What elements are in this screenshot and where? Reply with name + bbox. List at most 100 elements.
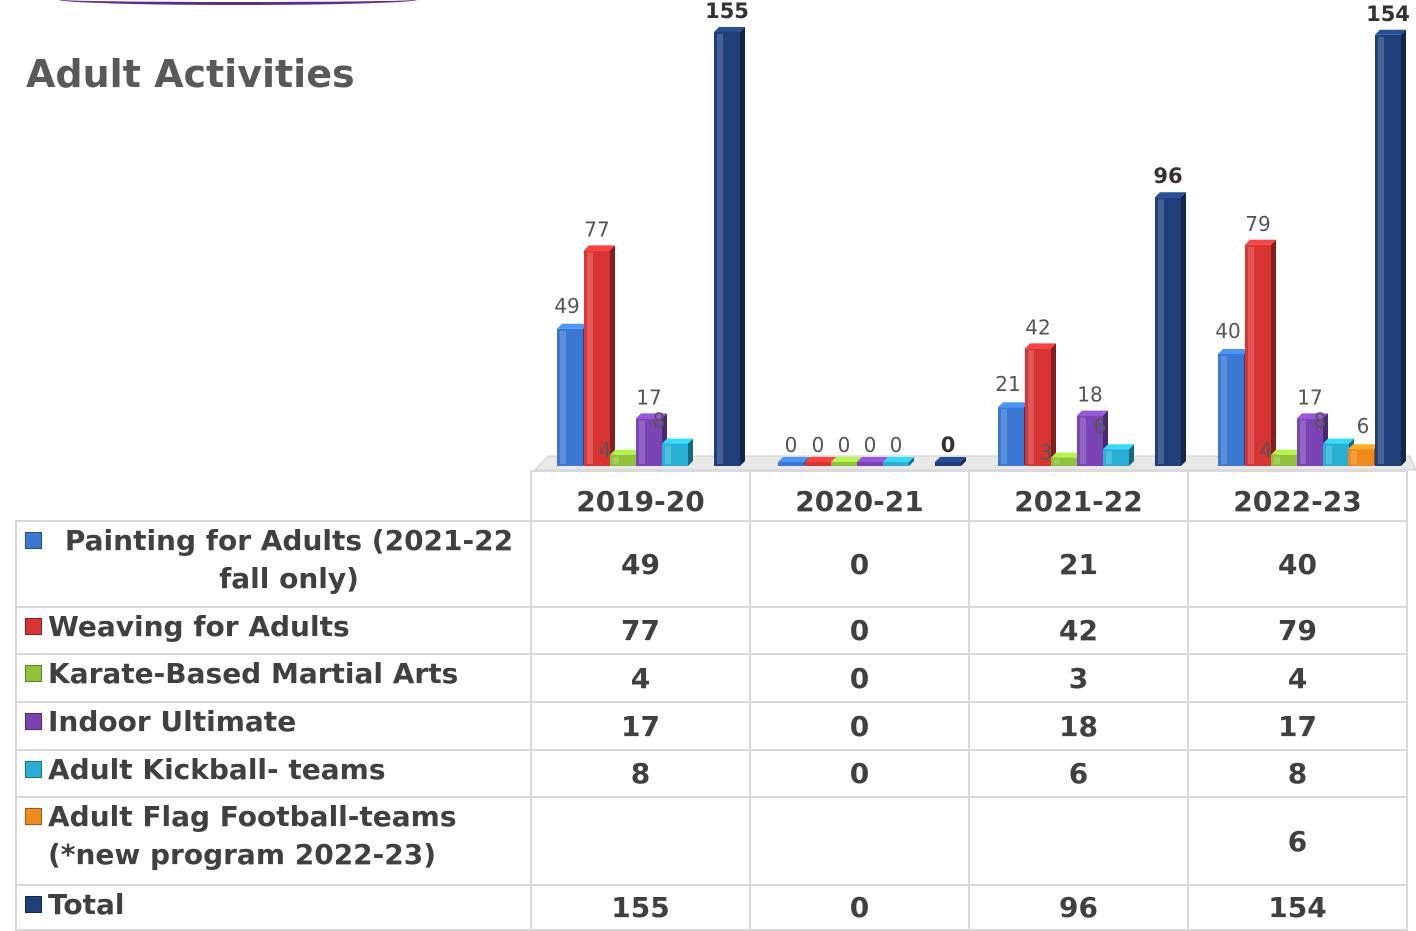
legend-swatch: [25, 665, 42, 682]
bar-indoor-2021-22: [1077, 410, 1108, 466]
bar-adult-2020-21: [883, 457, 914, 466]
legend-entry: Adult Flag Football-teams (*new program …: [15, 796, 532, 886]
legend-swatch: [25, 808, 42, 825]
series-label: Weaving for Adults: [48, 610, 350, 643]
table-cell: 79: [1187, 606, 1408, 655]
bar-painting-2020-21: [778, 457, 809, 466]
table-row: Adult Flag Football-teams (*new program …: [15, 796, 1408, 886]
table-cell: 0: [749, 749, 970, 798]
table-cell: 0: [749, 520, 970, 608]
table-cell: [968, 796, 1189, 886]
bar-indoor-2019-20: [636, 413, 667, 466]
data-label: 0: [941, 433, 956, 457]
data-label: 49: [554, 294, 579, 318]
table-cell: 42: [968, 606, 1189, 655]
bar-painting-2019-20: [557, 323, 588, 466]
data-label: 155: [705, 0, 749, 23]
data-label: 6: [1357, 414, 1370, 438]
table-cell: [749, 796, 970, 886]
data-label: 17: [1297, 385, 1322, 409]
legend-swatch: [25, 761, 42, 778]
bar-weaving-2021-22: [1025, 343, 1056, 466]
bar-painting-2022-23: [1218, 349, 1249, 466]
legend-swatch: [25, 713, 42, 730]
table-cell: 3: [968, 653, 1189, 703]
data-label: 42: [1025, 315, 1050, 339]
bar-weaving-2022-23: [1245, 239, 1276, 466]
bar-total-2019-20: [714, 27, 745, 466]
table-cell: 155: [530, 884, 751, 931]
page-title: Adult Activities: [26, 52, 355, 96]
table-cell: 0: [749, 884, 970, 931]
data-label: 79: [1245, 212, 1270, 236]
legend-entry: Weaving for Adults: [15, 606, 532, 655]
table-cell: 0: [749, 701, 970, 751]
data-label: 3: [1040, 441, 1053, 465]
category-header: 2019-20: [530, 470, 751, 522]
table-cell: 0: [749, 653, 970, 703]
data-label: 96: [1153, 164, 1182, 188]
legend-entry: Painting for Adults (2021-22 fall only): [15, 520, 532, 608]
table-row: Indoor Ultimate 17 0 18 17: [15, 701, 1408, 751]
bar-painting-2021-22: [998, 402, 1029, 466]
table-cell: 17: [1187, 701, 1408, 751]
series-label: Karate-Based Martial Arts: [48, 657, 459, 690]
table-cell: 154: [1187, 884, 1408, 931]
data-label: 0: [812, 433, 825, 457]
data-label: 0: [890, 433, 903, 457]
table-row: Karate-Based Martial Arts 4 0 3 4: [15, 653, 1408, 703]
table-cell: [530, 796, 751, 886]
bar-total-2022-23: [1375, 29, 1406, 467]
data-label: 21: [995, 372, 1020, 396]
series-label: Indoor Ultimate: [48, 705, 297, 738]
legend-entry: Total: [15, 884, 532, 931]
data-label: 8: [1314, 409, 1327, 433]
legend-entry: Adult Kickball- teams: [15, 749, 532, 798]
data-label: 0: [864, 433, 877, 457]
data-label: 40: [1215, 319, 1240, 343]
table-cell: 4: [530, 653, 751, 703]
legend-entry: Karate-Based Martial Arts: [15, 653, 532, 703]
data-label: 154: [1366, 2, 1410, 26]
decorative-header-line: [58, 0, 418, 5]
data-label: 17: [636, 385, 661, 409]
data-label: 4: [599, 438, 612, 462]
table-cell: 4: [1187, 653, 1408, 703]
category-header: 2022-23: [1187, 470, 1408, 522]
bar-weaving-2019-20: [584, 245, 615, 466]
table-row: Total 155 0 96 154: [15, 884, 1408, 931]
chart-floor: [533, 455, 1416, 471]
legend-swatch: [25, 618, 42, 635]
data-label: 6: [1094, 414, 1107, 438]
table-cell: 6: [968, 749, 1189, 798]
bar-total-2020-21: [935, 457, 966, 466]
category-header: 2021-22: [968, 470, 1189, 522]
data-label: 77: [584, 217, 609, 241]
data-table: 2019-20 2020-21 2021-22 2022-23 Painting for…: [15, 470, 1408, 931]
table-row: Weaving for Adults 77 0 42 79: [15, 606, 1408, 655]
table-cell: 18: [968, 701, 1189, 751]
table-row: Adult Kickball- teams 8 0 6 8: [15, 749, 1408, 798]
table-cell: 49: [530, 520, 751, 608]
data-label: 0: [838, 433, 851, 457]
legend-swatch: [25, 532, 42, 549]
series-label: Adult Flag Football-teams (*new program …: [48, 800, 457, 871]
bar-adult-2019-20: [662, 438, 693, 466]
table-corner: [16, 471, 532, 522]
table-cell: 40: [1187, 520, 1408, 608]
series-label: Adult Kickball- teams: [48, 753, 386, 786]
category-header: 2020-21: [749, 470, 970, 522]
table-cell: 21: [968, 520, 1189, 608]
table-cell: 8: [1187, 749, 1408, 798]
series-label: Painting for Adults (2021-22 fall only): [64, 524, 514, 595]
data-label: 4: [1260, 438, 1273, 462]
table-cell: 77: [530, 606, 751, 655]
table-cell: 96: [968, 884, 1189, 931]
bar-adult-2021-22: [1103, 444, 1134, 466]
table-cell: 17: [530, 701, 751, 751]
bar-adult-2022-23: [1348, 444, 1379, 466]
legend-swatch: [25, 896, 42, 913]
table-cell: 8: [530, 749, 751, 798]
data-label: 8: [653, 409, 666, 433]
bar-total-2021-22: [1155, 192, 1186, 466]
